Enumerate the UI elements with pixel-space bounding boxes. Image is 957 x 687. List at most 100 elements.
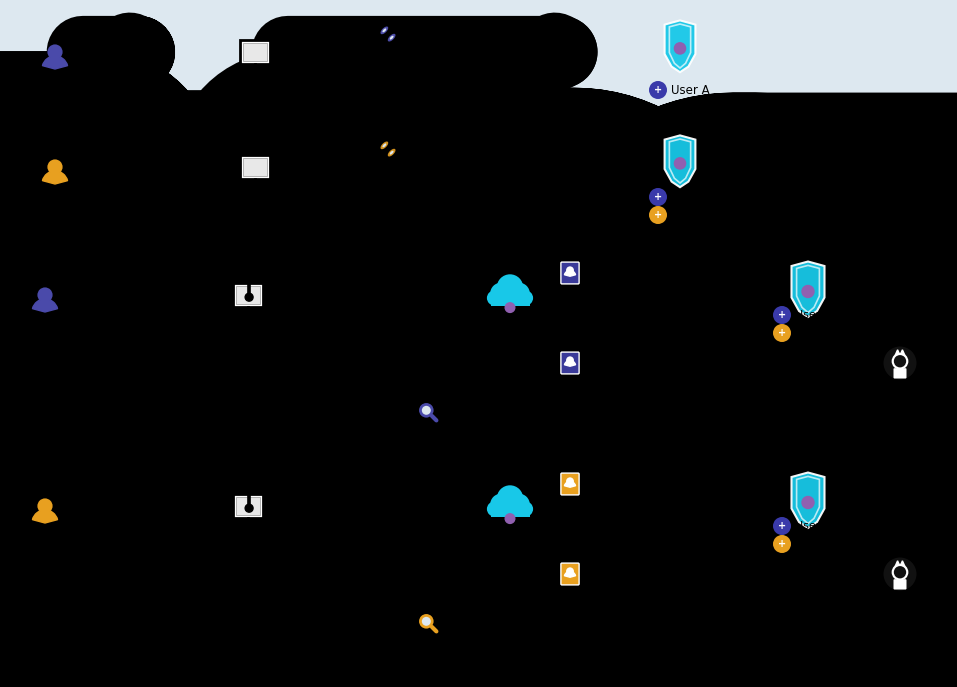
Text: Creates: Creates xyxy=(405,25,457,38)
Text: User A: User A xyxy=(25,340,65,353)
Circle shape xyxy=(773,517,791,535)
Text: Static Web App: Static Web App xyxy=(208,210,302,223)
Circle shape xyxy=(649,81,667,99)
Circle shape xyxy=(773,535,791,553)
Text: Makes API call with User Token: Makes API call with User Token xyxy=(582,357,763,370)
Text: User A: User A xyxy=(795,310,832,320)
Text: if user: if user xyxy=(530,141,573,153)
Text: User B: User B xyxy=(25,551,66,564)
Circle shape xyxy=(490,282,512,304)
Circle shape xyxy=(508,282,530,304)
Polygon shape xyxy=(388,34,395,41)
Circle shape xyxy=(497,274,523,301)
FancyBboxPatch shape xyxy=(235,286,260,304)
Polygon shape xyxy=(383,144,387,147)
Circle shape xyxy=(505,514,515,523)
Text: +: + xyxy=(778,310,786,320)
Wedge shape xyxy=(33,510,57,523)
Wedge shape xyxy=(565,361,575,366)
PathPatch shape xyxy=(791,262,825,317)
FancyBboxPatch shape xyxy=(233,283,263,307)
Text: Logs in: Logs in xyxy=(128,149,172,162)
Text: Logs in: Logs in xyxy=(128,34,172,47)
Text: Calls API endpoint: Calls API endpoint xyxy=(318,487,431,500)
Text: Creates: Creates xyxy=(405,141,457,153)
Circle shape xyxy=(773,306,791,324)
Circle shape xyxy=(892,353,908,370)
FancyBboxPatch shape xyxy=(243,43,267,61)
Circle shape xyxy=(894,566,906,578)
Circle shape xyxy=(487,502,501,517)
FancyBboxPatch shape xyxy=(239,40,271,64)
Text: User B: User B xyxy=(795,539,832,549)
Text: +: + xyxy=(778,328,786,338)
Circle shape xyxy=(894,355,906,368)
PathPatch shape xyxy=(664,135,696,187)
Wedge shape xyxy=(565,271,575,276)
FancyBboxPatch shape xyxy=(561,262,579,284)
Text: Static Web App: Static Web App xyxy=(200,551,296,564)
Polygon shape xyxy=(895,350,900,355)
Circle shape xyxy=(892,564,908,581)
Circle shape xyxy=(245,504,253,513)
Circle shape xyxy=(566,477,574,485)
Polygon shape xyxy=(381,27,389,34)
Circle shape xyxy=(566,267,574,274)
Circle shape xyxy=(497,485,523,512)
Text: if user: if user xyxy=(530,25,573,38)
Circle shape xyxy=(802,497,814,508)
Circle shape xyxy=(48,159,62,174)
FancyBboxPatch shape xyxy=(243,158,267,176)
Text: Gets User Token via policy: Gets User Token via policy xyxy=(582,477,737,491)
Text: doesn't have a connection yet: doesn't have a connection yet xyxy=(405,155,594,168)
FancyBboxPatch shape xyxy=(491,293,529,306)
Text: data from e.g. GitHub: data from e.g. GitHub xyxy=(76,491,205,504)
Text: User B: User B xyxy=(795,328,832,338)
Polygon shape xyxy=(389,150,393,155)
Circle shape xyxy=(566,357,574,364)
Circle shape xyxy=(508,494,530,515)
Text: +: + xyxy=(778,521,786,531)
Circle shape xyxy=(802,286,814,297)
Circle shape xyxy=(649,206,667,224)
Circle shape xyxy=(422,617,431,626)
FancyBboxPatch shape xyxy=(561,352,579,374)
Polygon shape xyxy=(388,149,395,157)
Text: +: + xyxy=(654,210,662,220)
Text: User A: User A xyxy=(795,521,832,531)
Polygon shape xyxy=(900,561,904,566)
Circle shape xyxy=(37,498,53,514)
Circle shape xyxy=(245,293,253,301)
FancyBboxPatch shape xyxy=(233,494,263,518)
Wedge shape xyxy=(565,482,575,487)
Text: Static Web App: Static Web App xyxy=(200,340,296,353)
Circle shape xyxy=(48,45,62,60)
FancyBboxPatch shape xyxy=(239,155,271,179)
Text: Displays GitHub data based on: Displays GitHub data based on xyxy=(446,617,629,630)
Text: Displays GitHub data based on: Displays GitHub data based on xyxy=(446,406,629,419)
Circle shape xyxy=(675,43,685,54)
Text: User A: User A xyxy=(671,190,710,203)
Text: User A: User A xyxy=(34,95,76,108)
Polygon shape xyxy=(389,36,393,40)
Text: Static Web App: Static Web App xyxy=(208,95,302,108)
FancyBboxPatch shape xyxy=(561,563,579,585)
Text: Clicks Button to get: Clicks Button to get xyxy=(81,268,198,281)
Circle shape xyxy=(37,287,53,302)
Text: Makes API call with User Token: Makes API call with User Token xyxy=(582,567,763,581)
Circle shape xyxy=(419,403,434,418)
Text: data from e.g. GitHub: data from e.g. GitHub xyxy=(76,280,205,293)
Text: User B: User B xyxy=(34,210,76,223)
Wedge shape xyxy=(42,56,68,69)
Circle shape xyxy=(518,291,533,306)
Polygon shape xyxy=(900,350,904,355)
Circle shape xyxy=(419,614,434,629)
FancyBboxPatch shape xyxy=(894,579,906,589)
Text: New Connection: New Connection xyxy=(445,141,558,153)
FancyBboxPatch shape xyxy=(561,473,579,495)
Text: New Connection: New Connection xyxy=(445,25,558,38)
Circle shape xyxy=(649,188,667,206)
Circle shape xyxy=(566,567,574,575)
Polygon shape xyxy=(895,561,900,566)
Text: Gets User Token via policy: Gets User Token via policy xyxy=(582,267,737,280)
